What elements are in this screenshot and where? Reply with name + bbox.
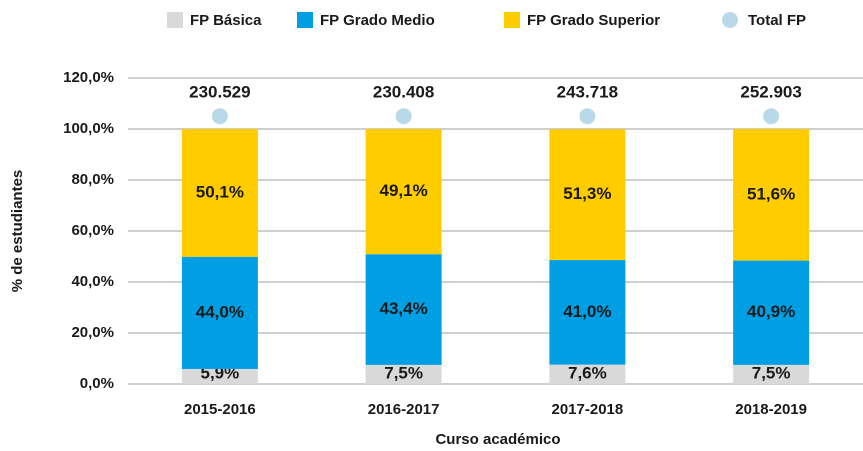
y-tick-label: 0,0%: [80, 375, 114, 392]
data-label: 44,0%: [196, 302, 244, 321]
y-tick-label: 20,0%: [71, 324, 114, 341]
legend-label: Total FP: [748, 12, 806, 29]
legend-swatch: [722, 12, 738, 28]
legend-swatch: [504, 12, 520, 28]
x-tick-label: 2016-2017: [368, 401, 440, 418]
total-dot: [395, 108, 412, 125]
y-tick-label: 120,0%: [63, 69, 114, 86]
legend-swatch: [167, 12, 183, 28]
bar-segment: [181, 256, 258, 369]
bar-segment: [733, 364, 810, 384]
x-tick-label: 2015-2016: [184, 401, 256, 418]
y-axis-label: % de estudiantes: [9, 170, 26, 293]
data-label: 7,5%: [752, 363, 791, 382]
y-tick-label: 40,0%: [71, 273, 114, 290]
bar-segment: [365, 129, 442, 255]
x-tick-label: 2017-2018: [552, 401, 624, 418]
bar-segment: [365, 254, 442, 365]
total-dot: [763, 108, 780, 125]
data-label: 51,3%: [563, 184, 611, 203]
data-label: 7,6%: [568, 363, 607, 382]
data-label: 50,1%: [196, 182, 244, 201]
total-dot: [579, 108, 596, 125]
x-axis-label: Curso académico: [435, 431, 560, 448]
total-dot: [211, 108, 228, 125]
data-label: 49,1%: [380, 181, 428, 200]
total-label: 230.408: [373, 83, 434, 102]
total-label: 230.529: [189, 83, 250, 102]
bar-segment: [549, 364, 626, 384]
bar-segment: [733, 129, 810, 261]
bar-segment: [365, 364, 442, 384]
total-label: 243.718: [557, 83, 618, 102]
data-label: 51,6%: [747, 184, 795, 203]
x-tick-label: 2018-2019: [735, 401, 807, 418]
bar-segment: [549, 260, 626, 365]
y-tick-label: 100,0%: [63, 120, 114, 137]
legend-label: FP Grado Superior: [527, 12, 660, 29]
y-tick-label: 80,0%: [71, 171, 114, 188]
total-label: 252.903: [740, 83, 801, 102]
data-label: 7,5%: [384, 363, 423, 382]
data-label: 40,9%: [747, 302, 795, 321]
bar-segment: [181, 129, 258, 257]
data-label: 41,0%: [563, 302, 611, 321]
bar-segment: [549, 129, 626, 261]
bar-segment: [733, 260, 810, 365]
legend-label: FP Básica: [190, 12, 262, 29]
bar-segment: [181, 368, 258, 384]
data-label: 43,4%: [380, 299, 428, 318]
legend-label: FP Grado Medio: [320, 12, 435, 29]
y-tick-label: 60,0%: [71, 222, 114, 239]
legend-swatch: [297, 12, 313, 28]
